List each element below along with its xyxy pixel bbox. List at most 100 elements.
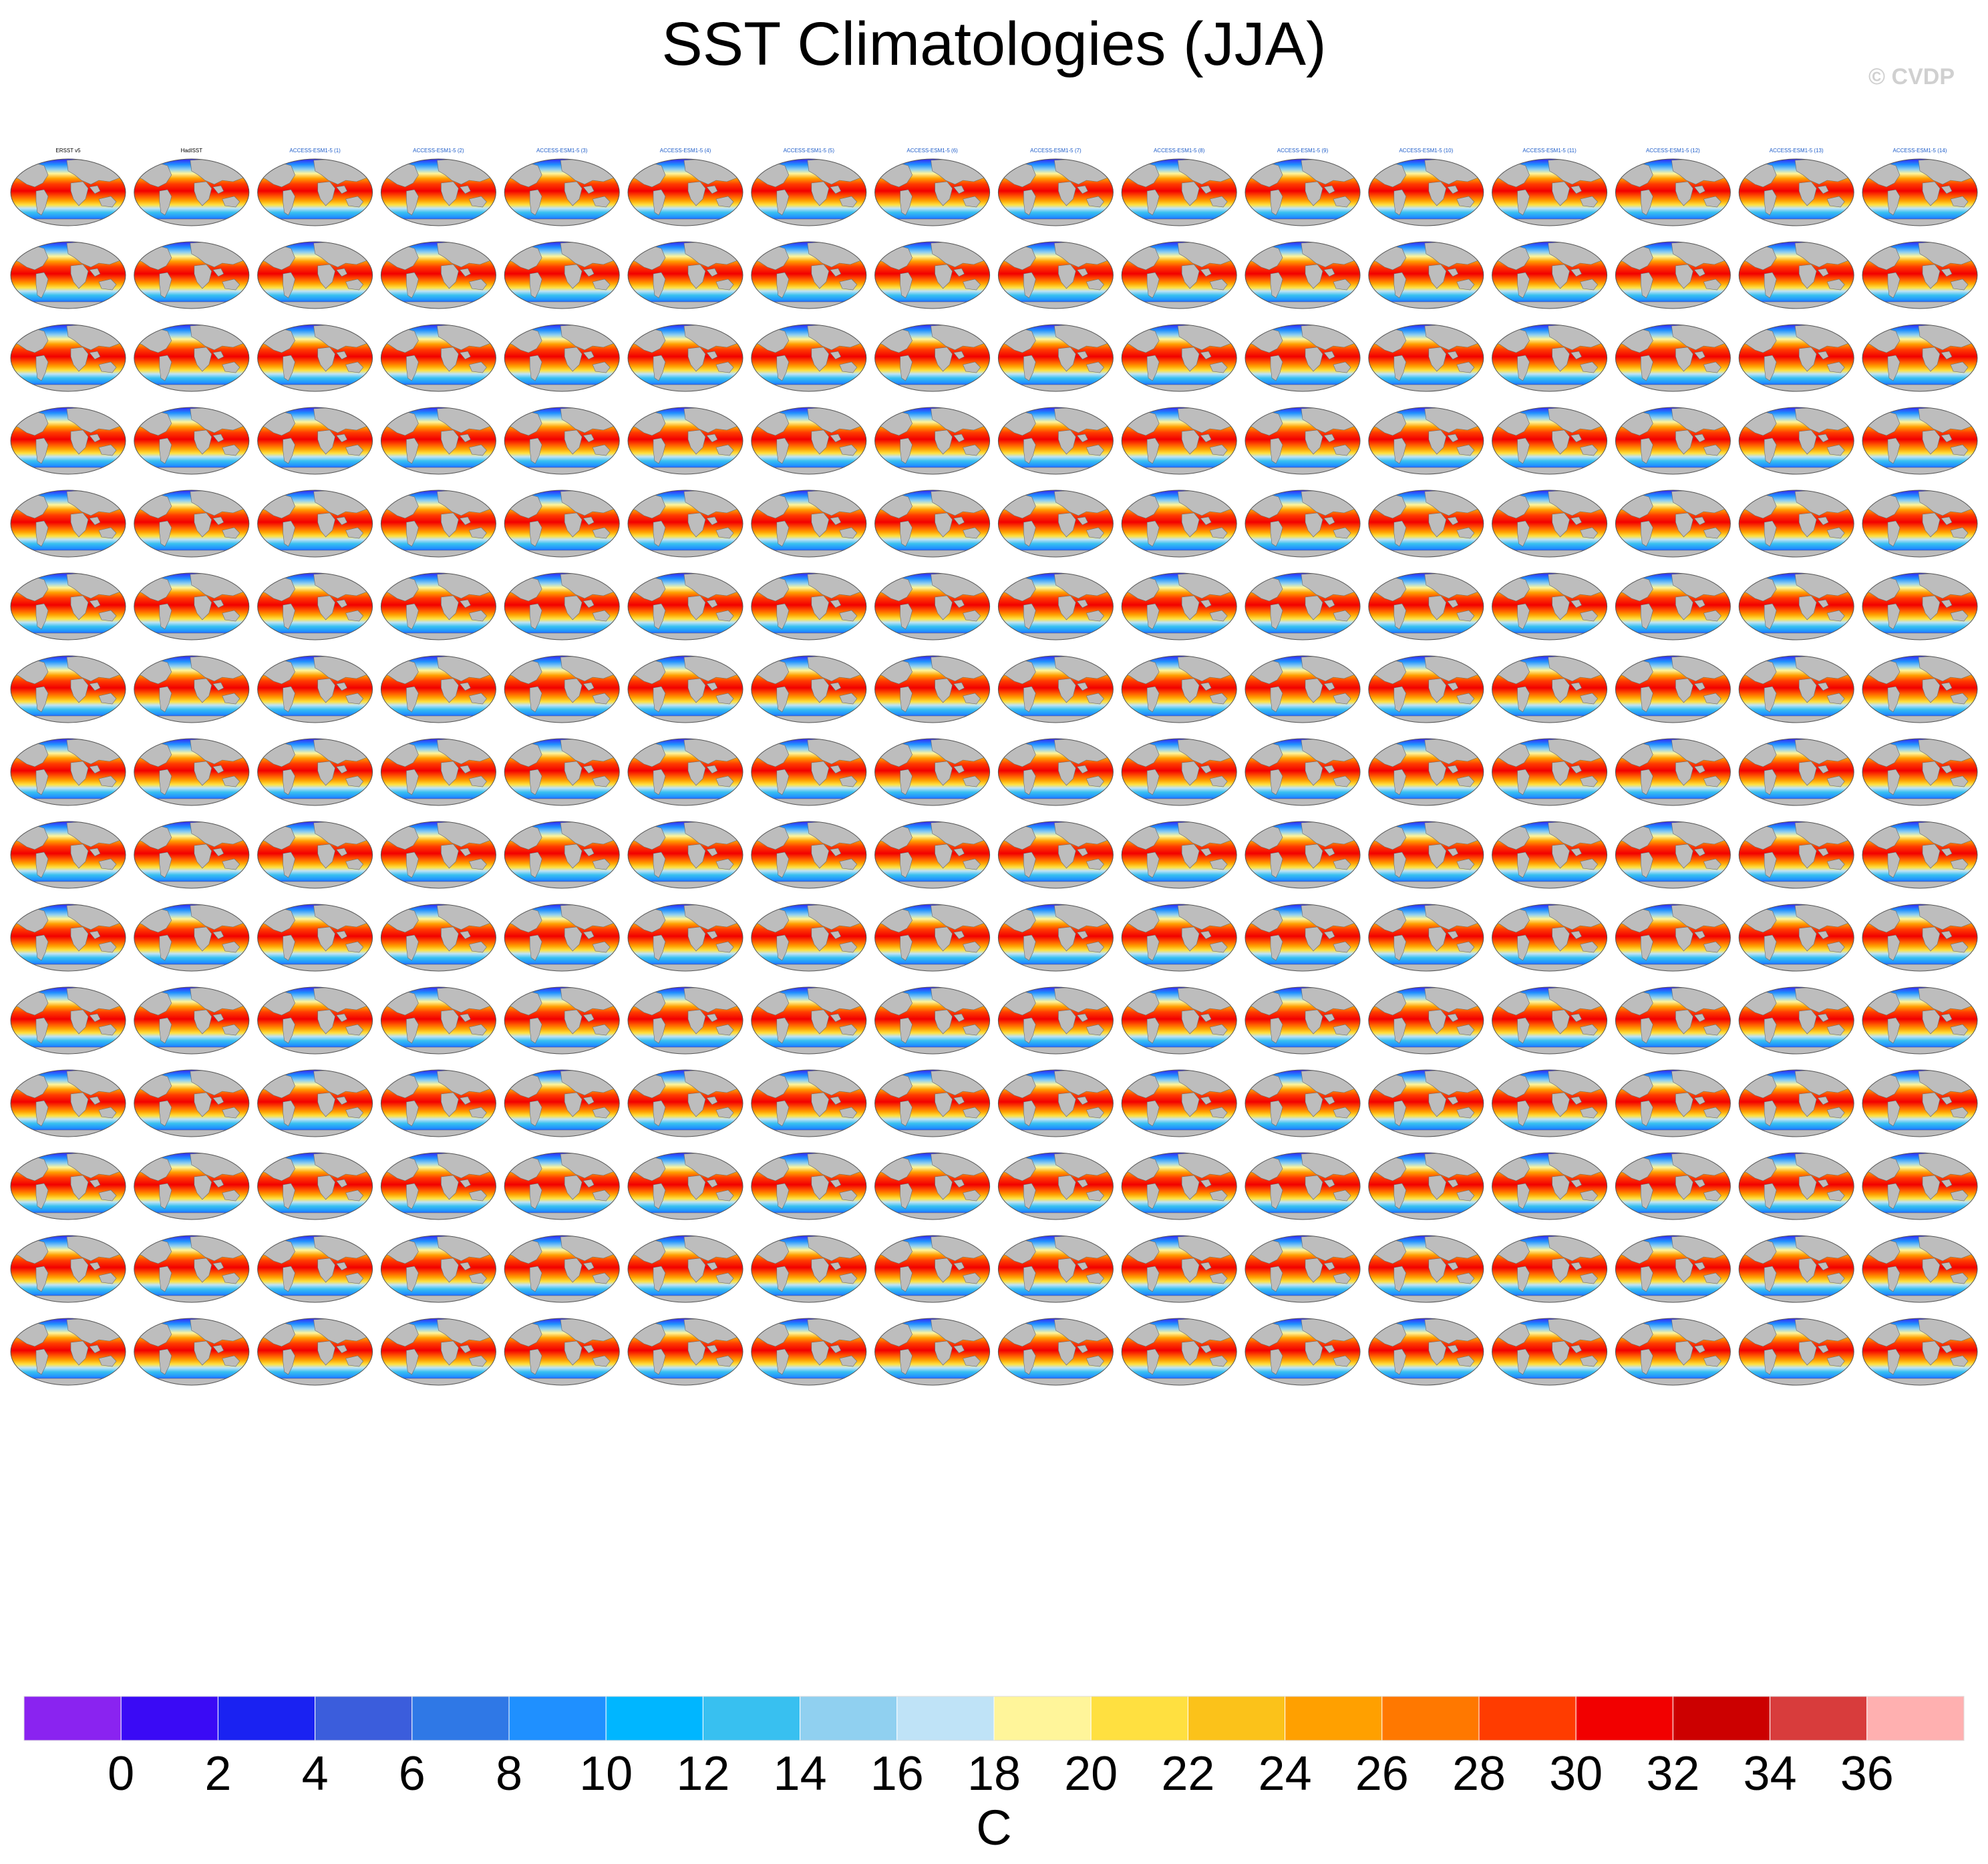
sst-panel	[1614, 240, 1731, 310]
sst-panel: ACCESS-ESM1-5 (7)	[997, 148, 1114, 227]
sst-panel	[133, 572, 251, 641]
sst-panel	[379, 655, 497, 724]
sst-panel	[1491, 1151, 1609, 1221]
sst-panel	[1491, 1069, 1609, 1138]
sst-panel	[1491, 820, 1609, 890]
sst-panel	[1737, 1234, 1855, 1304]
sst-map	[627, 406, 744, 476]
sst-map	[1120, 737, 1238, 807]
sst-map	[1737, 903, 1855, 972]
colorbar-swatch	[1285, 1696, 1383, 1741]
sst-panel	[750, 1069, 868, 1138]
sst-panel	[379, 903, 497, 972]
colorbar-swatch	[800, 1696, 898, 1741]
sst-map	[1861, 158, 1979, 227]
sst-panel	[133, 820, 251, 890]
sst-panel	[1737, 1069, 1855, 1138]
sst-panel: ERSST v5	[9, 148, 127, 227]
sst-map	[257, 406, 374, 476]
sst-panel	[750, 489, 868, 558]
sst-panel	[1491, 406, 1609, 476]
sst-panel	[997, 240, 1114, 310]
sst-panel	[1367, 323, 1485, 393]
sst-panel	[750, 406, 868, 476]
sst-panel	[503, 655, 621, 724]
sst-map	[750, 489, 868, 558]
sst-panel	[1737, 986, 1855, 1055]
sst-panel	[257, 240, 374, 310]
sst-map	[133, 406, 251, 476]
colorbar-tick-label: 10	[579, 1747, 633, 1801]
sst-map	[627, 820, 744, 890]
sst-panel	[133, 1069, 251, 1138]
colorbar-swatch	[702, 1696, 801, 1741]
sst-map	[1614, 820, 1731, 890]
colorbar-tick-label: 24	[1259, 1747, 1312, 1801]
sst-panel	[750, 986, 868, 1055]
sst-panel	[874, 1151, 991, 1221]
sst-panel	[1244, 240, 1361, 310]
sst-panel	[627, 1317, 744, 1386]
sst-map	[750, 240, 868, 310]
sst-map	[1614, 655, 1731, 724]
sst-panel	[997, 1317, 1114, 1386]
sst-panel	[997, 903, 1114, 972]
sst-map	[750, 820, 868, 890]
sst-panel	[1861, 1234, 1979, 1304]
sst-panel	[1244, 737, 1361, 807]
sst-map	[1861, 406, 1979, 476]
sst-map	[1614, 1069, 1731, 1138]
sst-panel	[503, 820, 621, 890]
sst-panel	[750, 1234, 868, 1304]
sst-map	[133, 240, 251, 310]
sst-panel	[1120, 1317, 1238, 1386]
sst-map	[503, 240, 621, 310]
sst-panel: ACCESS-ESM1-5 (6)	[874, 148, 991, 227]
sst-map	[257, 1151, 374, 1221]
sst-panel	[627, 737, 744, 807]
sst-panel	[257, 489, 374, 558]
sst-panel	[874, 903, 991, 972]
sst-map	[1861, 1069, 1979, 1138]
sst-map	[1120, 406, 1238, 476]
sst-map	[1244, 820, 1361, 890]
sst-panel	[379, 737, 497, 807]
sst-panel	[750, 323, 868, 393]
sst-map	[1244, 158, 1361, 227]
sst-map	[627, 737, 744, 807]
sst-map	[1861, 572, 1979, 641]
sst-map	[997, 406, 1114, 476]
sst-map	[1244, 323, 1361, 393]
sst-panel	[1737, 489, 1855, 558]
sst-map	[1491, 158, 1609, 227]
sst-panel	[750, 240, 868, 310]
sst-map	[503, 903, 621, 972]
panel-title: ACCESS-ESM1-5 (4)	[660, 148, 711, 154]
sst-map	[9, 820, 127, 890]
colorbar-swatch	[1090, 1696, 1188, 1741]
sst-panel	[1491, 240, 1609, 310]
sst-map	[1861, 903, 1979, 972]
sst-panel	[1244, 820, 1361, 890]
sst-map	[503, 986, 621, 1055]
sst-map	[1614, 406, 1731, 476]
sst-panel: ACCESS-ESM1-5 (1)	[257, 148, 374, 227]
sst-panel	[874, 820, 991, 890]
sst-panel: ACCESS-ESM1-5 (5)	[750, 148, 868, 227]
sst-map	[997, 1234, 1114, 1304]
sst-panel	[997, 986, 1114, 1055]
sst-map	[379, 820, 497, 890]
sst-map	[1244, 1234, 1361, 1304]
colorbar-tick-label: 32	[1646, 1747, 1699, 1801]
colorbar-tick-label: 36	[1840, 1747, 1894, 1801]
colorbar-tick-label: 28	[1452, 1747, 1506, 1801]
sst-panel	[750, 1317, 868, 1386]
sst-panel	[1614, 1317, 1731, 1386]
sst-panel	[1244, 406, 1361, 476]
sst-panel	[1120, 1151, 1238, 1221]
sst-panel	[1861, 240, 1979, 310]
sst-map	[1737, 1151, 1855, 1221]
sst-panel	[1120, 986, 1238, 1055]
sst-map	[627, 323, 744, 393]
sst-panel	[9, 323, 127, 393]
